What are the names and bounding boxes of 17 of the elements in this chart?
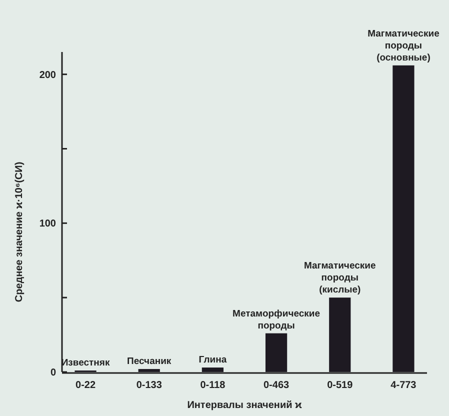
annotation: Магматические породы (кислые) — [304, 260, 376, 296]
y-tick-label: 0 — [50, 368, 56, 378]
x-tick-label: 0-519 — [327, 380, 354, 391]
annotation: Известняк — [61, 358, 110, 369]
annotation: Песчаник — [127, 356, 172, 368]
x-tick-label: 0-133 — [136, 380, 162, 391]
x-axis-title: Интервалы значений ϰ — [187, 400, 302, 411]
x-tick-label: 0-22 — [76, 380, 96, 391]
y-tick-label: 100 — [39, 218, 56, 230]
y-tick-label: 200 — [39, 70, 56, 81]
x-tick-label: 0-118 — [200, 380, 226, 391]
annotation: Метаморфические породы — [232, 308, 320, 332]
x-tick-label: 4-773 — [390, 380, 417, 391]
x-tick-label: 0-463 — [264, 380, 290, 391]
annotation: Глина — [198, 354, 228, 366]
annotation: Магматические породы (основные) — [368, 28, 440, 64]
y-axis-title: Среднее значение ϰ·10⁶(СИ) — [14, 162, 25, 302]
